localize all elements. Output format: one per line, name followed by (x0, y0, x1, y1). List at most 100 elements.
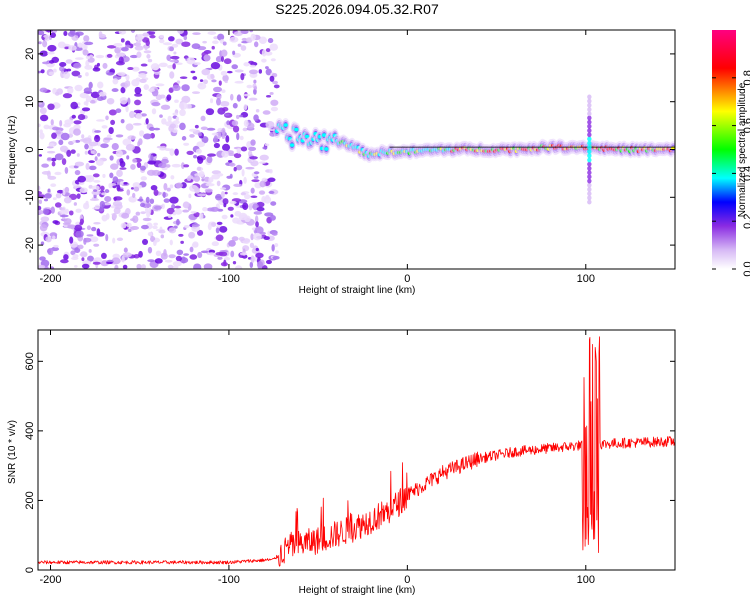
noise-blob (147, 246, 153, 254)
spike-blob (587, 140, 592, 146)
noise-blob (38, 30, 45, 36)
noise-blob (91, 185, 100, 191)
noise-blob (189, 128, 197, 132)
noise-blob (98, 91, 107, 97)
noise-blob (123, 247, 128, 253)
noise-blob (51, 126, 60, 131)
noise-blob (112, 253, 120, 259)
noise-blob (246, 84, 253, 89)
y-tick-label: 0 (24, 567, 36, 573)
noise-blob (169, 148, 175, 156)
signal-core (289, 143, 295, 147)
noise-blob (232, 260, 237, 265)
noise-blob (210, 222, 217, 227)
noise-blob (122, 138, 132, 146)
noise-blob (229, 173, 233, 179)
noise-blob (44, 193, 52, 199)
spike-blob (587, 128, 592, 133)
spike-blob (587, 98, 592, 104)
noise-blob (39, 224, 48, 232)
x-tick-label: 0 (404, 273, 410, 285)
noise-blob (167, 215, 172, 219)
noise-blob (132, 215, 139, 223)
noise-blob (48, 60, 55, 64)
noise-blob (226, 120, 231, 126)
noise-blob (59, 65, 65, 72)
x-tick-label: -100 (218, 574, 240, 586)
noise-blob (100, 143, 109, 149)
noise-blob (51, 161, 56, 167)
noise-blob (236, 132, 240, 141)
noise-blob (41, 61, 51, 65)
noise-blob (67, 225, 76, 229)
noise-blob (207, 223, 212, 231)
noise-blob (265, 48, 271, 53)
noise-blob (39, 50, 49, 57)
y-tick-label: 400 (24, 422, 36, 440)
noise-blob (48, 142, 55, 147)
noise-blob (234, 265, 243, 269)
noise-blob (133, 186, 140, 192)
noise-blob (243, 103, 248, 110)
noise-blob (240, 45, 247, 51)
noise-blob (215, 234, 224, 242)
noise-blob (162, 42, 173, 46)
noise-blob (249, 69, 258, 75)
noise-blob (54, 171, 62, 176)
noise-blob (203, 79, 208, 85)
noise-blob (235, 164, 243, 171)
noise-blob (217, 33, 225, 41)
noise-blob (38, 199, 43, 205)
signal-core (283, 123, 288, 127)
noise-blob (173, 51, 177, 55)
noise-blob (179, 109, 186, 117)
noise-blob (140, 264, 147, 269)
spectrogram-x-ticks: -200 -100 0 100 (39, 30, 595, 285)
noise-blob (46, 51, 55, 55)
noise-blob (137, 141, 141, 147)
noise-blob (174, 148, 179, 156)
noise-blob (120, 86, 126, 94)
noise-blob (144, 44, 148, 51)
noise-blob (76, 193, 81, 199)
noise-blob (39, 107, 47, 115)
y-tick-label: 10 (24, 96, 36, 108)
noise-blob (133, 253, 140, 259)
noise-blob (125, 105, 129, 113)
noise-blob (230, 250, 235, 258)
noise-blob (74, 161, 85, 167)
noise-blob (192, 76, 198, 80)
noise-blob (244, 194, 251, 200)
noise-blob (163, 249, 167, 257)
noise-blob (49, 32, 57, 38)
noise-blob (51, 157, 57, 162)
noise-blob (84, 41, 94, 46)
noise-blob (135, 113, 143, 120)
noise-blob (119, 158, 124, 164)
noise-blob (101, 214, 108, 222)
noise-blob (233, 183, 243, 188)
noise-blob (94, 156, 98, 162)
noise-blob (88, 165, 97, 171)
noise-blob (171, 163, 181, 168)
noise-blob (116, 169, 123, 178)
noise-blob (220, 187, 227, 190)
noise-blob (198, 170, 205, 178)
noise-blob (60, 132, 70, 141)
noise-blob (68, 210, 74, 216)
noise-blob (73, 128, 81, 136)
noise-blob (242, 127, 248, 132)
noise-blob (190, 70, 196, 74)
noise-blob (74, 57, 84, 60)
noise-blob (137, 198, 144, 202)
noise-blob (128, 196, 137, 203)
noise-blob (216, 93, 222, 100)
noise-blob (224, 191, 228, 195)
noise-blob (114, 264, 119, 269)
noise-blob (251, 179, 260, 183)
noise-blob (121, 212, 130, 219)
snr-x-label: Height of straight line (km) (299, 585, 416, 596)
noise-blob (92, 149, 97, 155)
noise-blob (86, 234, 94, 237)
noise-blob (109, 172, 114, 179)
